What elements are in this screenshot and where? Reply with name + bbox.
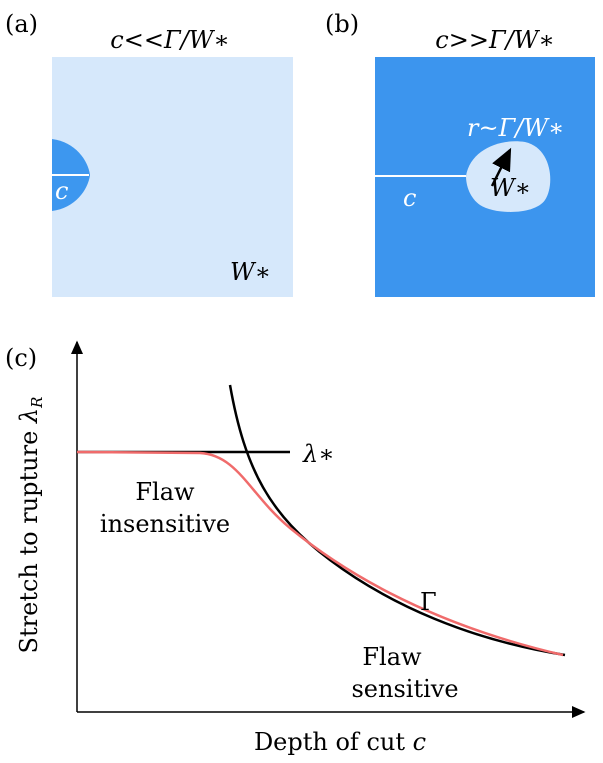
radius-arrow — [490, 147, 512, 187]
rupture-curve — [76, 450, 564, 657]
insensitive-label: insensitive — [100, 510, 230, 538]
subscript: R — [28, 397, 46, 409]
text: Depth of cut — [254, 728, 413, 756]
gamma-label: Γ — [420, 588, 437, 616]
radius-label: r~Γ/W∗ — [467, 114, 564, 142]
crack-label: c — [55, 177, 68, 205]
text: Stretch to rupture — [15, 423, 43, 653]
sample — [52, 57, 293, 297]
region-label: W∗ — [490, 174, 531, 202]
sensitive-label: Flaw — [362, 643, 422, 671]
sensitive-curve — [228, 384, 566, 657]
plateau-label: λ∗ — [302, 440, 335, 468]
insensitive-label: Flaw — [135, 478, 195, 506]
symbol: λ — [15, 408, 43, 424]
sensitive-label: sensitive — [351, 675, 458, 703]
y-axis-label: Stretch to rupture λR — [15, 397, 46, 654]
symbol: c — [413, 728, 426, 756]
panel-label: (b) — [325, 10, 359, 38]
panel-title: c<<Γ/W∗ — [110, 26, 229, 54]
panel-label: (c) — [5, 344, 37, 372]
blunted-tip — [466, 141, 551, 212]
crack-label: c — [403, 184, 416, 212]
x-axis-label: Depth of cut c — [254, 728, 426, 756]
region-label: W∗ — [230, 258, 271, 286]
panel-title: c>>Γ/W∗ — [435, 26, 554, 54]
panel-label: (a) — [5, 10, 38, 38]
